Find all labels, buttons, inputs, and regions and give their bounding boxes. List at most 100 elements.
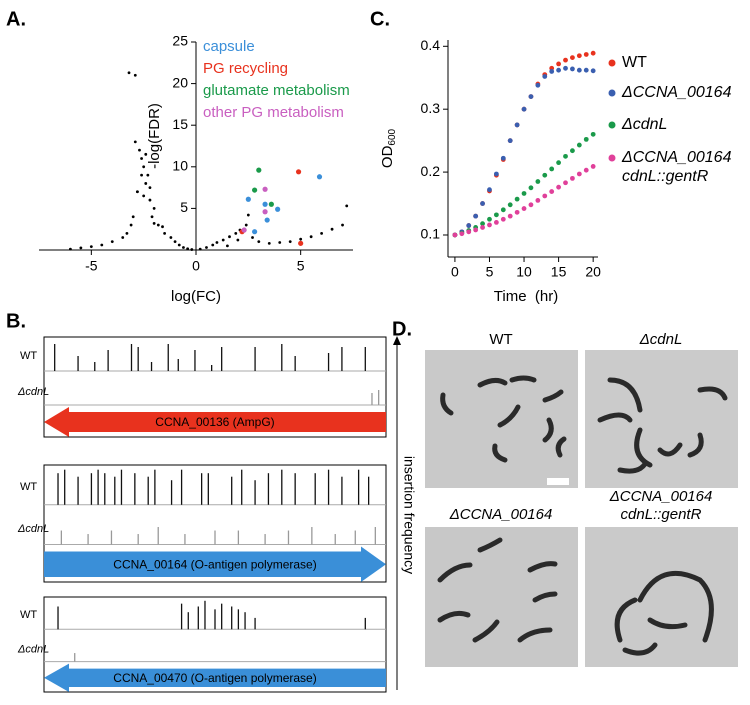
point	[278, 241, 282, 244]
point	[133, 73, 137, 77]
point	[205, 246, 208, 249]
x-tick-label: 5	[297, 258, 305, 274]
point	[211, 243, 215, 247]
point	[142, 165, 146, 169]
point	[129, 223, 133, 227]
point	[542, 193, 548, 199]
point	[583, 136, 589, 142]
legend-label: PG recycling	[203, 60, 288, 77]
gene-arrow	[44, 407, 386, 437]
point	[535, 179, 541, 184]
track-box	[43, 464, 387, 583]
micrograph-label: WT	[489, 331, 512, 348]
point	[487, 187, 492, 193]
point	[330, 227, 334, 231]
point	[190, 248, 194, 251]
point	[186, 247, 190, 251]
y-axis-title: -log(FDR)	[146, 103, 163, 169]
panel-label: C.	[370, 8, 390, 30]
point	[144, 152, 148, 156]
point	[507, 213, 513, 219]
x-tick-label: 15	[551, 264, 567, 280]
x-tick-label: 5	[486, 264, 494, 280]
point	[480, 225, 485, 230]
point	[100, 243, 104, 247]
point	[576, 142, 582, 148]
point	[142, 194, 146, 198]
point	[226, 244, 229, 248]
legend-marker	[608, 121, 616, 129]
point	[135, 190, 139, 194]
point	[549, 189, 555, 194]
axis-label: insertion frequency	[401, 456, 417, 574]
point	[563, 57, 568, 63]
point	[341, 223, 344, 227]
point	[570, 175, 575, 181]
point	[514, 196, 520, 202]
point	[215, 241, 219, 244]
point	[125, 231, 129, 235]
y-tick-label: 10	[172, 158, 188, 174]
micrograph	[585, 350, 738, 488]
point	[267, 241, 271, 245]
y-axis-title: OD600	[379, 128, 398, 168]
y-tick-label: 15	[172, 116, 188, 132]
point	[133, 140, 137, 144]
point	[252, 229, 258, 235]
point	[590, 68, 596, 74]
point	[345, 204, 349, 208]
row-label: ΔcdnL	[17, 643, 49, 655]
point	[466, 229, 472, 235]
micrograph-panels	[425, 350, 738, 667]
point	[480, 201, 485, 206]
x-axis-title: Time (hr)	[494, 288, 558, 305]
y-tick-label: 0.2	[421, 163, 441, 179]
point	[528, 94, 534, 100]
point	[177, 243, 181, 247]
legend-label: capsule	[203, 38, 255, 55]
point	[173, 240, 177, 244]
point	[262, 209, 268, 215]
point	[549, 69, 555, 74]
point	[500, 207, 506, 213]
point	[535, 197, 541, 203]
point	[268, 201, 274, 207]
x-tick-label: 0	[192, 258, 200, 274]
point	[69, 247, 72, 251]
point	[161, 225, 164, 229]
point	[542, 172, 548, 178]
point	[493, 212, 499, 218]
point	[500, 155, 506, 161]
point	[583, 167, 589, 173]
point	[563, 65, 568, 71]
gene-arrow	[44, 546, 386, 582]
point	[152, 221, 156, 225]
point	[221, 238, 225, 242]
y-tick-label: 20	[172, 74, 188, 90]
point	[487, 222, 492, 228]
point	[241, 227, 247, 233]
point	[452, 232, 458, 238]
point	[590, 164, 596, 169]
point	[570, 148, 575, 154]
legend-label: ΔcdnL	[621, 116, 667, 133]
point	[110, 240, 114, 244]
point	[252, 187, 258, 193]
point	[528, 202, 534, 208]
point	[298, 240, 304, 246]
y-tick-label: 25	[172, 33, 188, 49]
track-box	[43, 336, 387, 438]
gene-label: CCNA_00470 (O-antigen polymerase)	[113, 671, 316, 685]
point	[320, 231, 323, 235]
x-axis-title: log(FC)	[171, 288, 221, 305]
point	[556, 61, 561, 67]
panel-label: B.	[6, 310, 26, 332]
point	[198, 247, 202, 251]
point	[257, 240, 261, 244]
point	[121, 236, 125, 239]
x-tick-label: -5	[85, 258, 98, 274]
point	[556, 184, 561, 190]
axis-arrowhead	[393, 336, 401, 345]
point	[535, 82, 541, 88]
